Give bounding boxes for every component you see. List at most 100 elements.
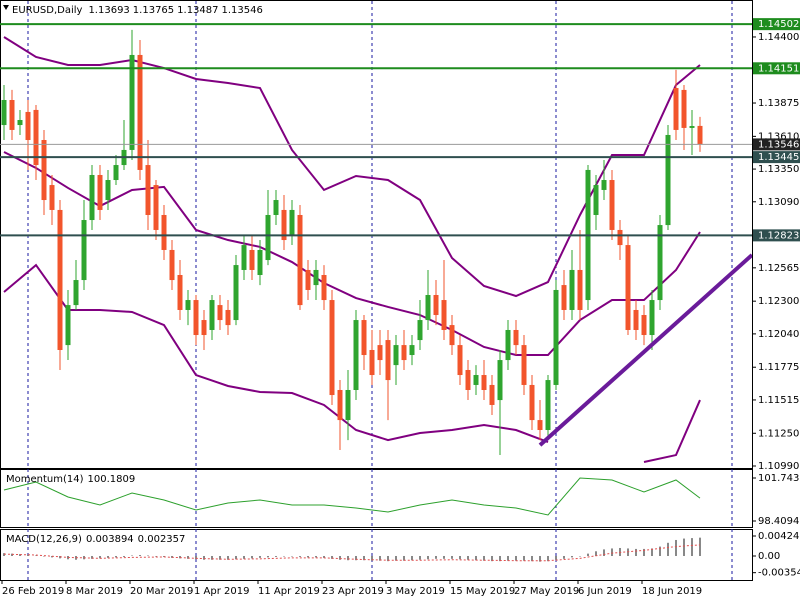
candle-body bbox=[281, 209, 287, 241]
y-tick-label: 1.12565 bbox=[758, 263, 799, 274]
axes: 1.14400 1.13875 1.13610 1.13350 1.13090 1.125… bbox=[1, 18, 800, 597]
candle-body bbox=[313, 269, 319, 286]
macd-bar bbox=[611, 548, 613, 556]
macd-bar bbox=[139, 555, 141, 556]
macd-bar bbox=[603, 549, 605, 556]
macd-bar bbox=[283, 555, 285, 557]
macd-bar bbox=[555, 555, 557, 560]
low-value: 1.13487 bbox=[177, 5, 218, 16]
candle-body bbox=[561, 285, 567, 310]
macd-bar bbox=[147, 555, 149, 557]
x-tick-label: 23 Apr 2019 bbox=[322, 586, 384, 597]
macd-bar bbox=[403, 555, 405, 561]
y-tick-label: 1.13610 bbox=[758, 131, 799, 142]
candle-body bbox=[129, 54, 135, 150]
candle-body bbox=[241, 245, 247, 270]
candle-body bbox=[17, 120, 23, 126]
macd-bar bbox=[507, 555, 509, 561]
candle-body bbox=[185, 300, 191, 310]
macd-bar bbox=[291, 555, 293, 557]
momentum-tick-label: 98.4094 bbox=[758, 516, 799, 527]
momentum-title: Momentum(14) bbox=[6, 474, 84, 485]
current-price-box bbox=[753, 138, 800, 151]
candle-body bbox=[25, 111, 31, 141]
candle-body bbox=[9, 100, 15, 130]
level-label: 1.14502 bbox=[758, 19, 799, 30]
candle-body bbox=[417, 320, 423, 341]
macd-bar bbox=[579, 555, 581, 557]
x-tick-label: 15 May 2019 bbox=[450, 586, 515, 597]
period-separators bbox=[27, 1, 733, 580]
momentum-line bbox=[3, 477, 701, 516]
macd-bar bbox=[243, 555, 245, 559]
bollinger-lower bbox=[3, 263, 701, 463]
candle-body bbox=[177, 275, 183, 310]
macd-title: MACD(12,26,9) bbox=[6, 534, 82, 545]
candle-body bbox=[649, 300, 655, 336]
candle-body bbox=[257, 249, 263, 276]
candle-body bbox=[233, 265, 239, 321]
macd-bar bbox=[195, 555, 197, 560]
bollinger-middle bbox=[3, 151, 701, 357]
candle-body bbox=[305, 269, 311, 290]
current-price-label: 1.13546 bbox=[758, 139, 799, 150]
macd-tick-label: 0.00 bbox=[758, 551, 780, 562]
candle-body bbox=[393, 345, 399, 366]
macd-bar bbox=[595, 551, 597, 556]
y-tick-label: 1.13090 bbox=[758, 197, 799, 208]
candle-body bbox=[689, 126, 695, 128]
macd-bar bbox=[635, 548, 637, 556]
y-tick-label: 1.10990 bbox=[758, 461, 799, 472]
macd-bar bbox=[347, 555, 349, 561]
macd-bar bbox=[699, 537, 701, 556]
candle-body bbox=[433, 295, 439, 316]
macd-bar bbox=[491, 555, 493, 562]
macd-bar bbox=[483, 555, 485, 561]
candle-body bbox=[385, 340, 391, 381]
macd-bar bbox=[267, 555, 269, 558]
candle-body bbox=[473, 375, 479, 385]
candle-body bbox=[529, 384, 535, 421]
macd-bar bbox=[451, 555, 453, 559]
momentum-panel bbox=[3, 477, 701, 516]
macd-bar bbox=[675, 539, 677, 556]
macd-bar bbox=[411, 555, 413, 561]
macd-bar bbox=[91, 555, 93, 559]
macd-bar bbox=[379, 555, 381, 561]
candle-body bbox=[569, 269, 575, 310]
candle-body bbox=[193, 300, 199, 336]
macd-bar bbox=[235, 555, 237, 560]
level-label-box bbox=[753, 229, 800, 242]
macd-value: 0.003894 bbox=[86, 534, 134, 545]
macd-tick-label: 0.004248 bbox=[758, 531, 800, 542]
candle-body bbox=[537, 420, 543, 431]
candle-body bbox=[153, 185, 159, 230]
macd-bar bbox=[315, 555, 317, 558]
candle-body bbox=[481, 375, 487, 390]
macd-bar bbox=[651, 548, 653, 556]
candle-body bbox=[265, 214, 271, 261]
macd-bar bbox=[299, 555, 301, 557]
y-tick-label: 1.14400 bbox=[758, 32, 799, 43]
candle-body bbox=[105, 180, 111, 201]
candle-body bbox=[201, 320, 207, 336]
macd-bar bbox=[467, 555, 469, 560]
candle-body bbox=[65, 305, 71, 346]
candle-body bbox=[409, 345, 415, 356]
x-tick-label: 27 May 2019 bbox=[514, 586, 579, 597]
macd-bar bbox=[355, 555, 357, 561]
macd-bar bbox=[643, 548, 645, 556]
candle-body bbox=[697, 125, 703, 145]
y-tick-label: 1.12040 bbox=[758, 329, 799, 340]
macd-bar bbox=[587, 553, 589, 556]
candle-body bbox=[449, 325, 455, 346]
symbol-icon bbox=[3, 5, 9, 10]
x-tick-label: 26 Feb 2019 bbox=[2, 586, 64, 597]
candle-body bbox=[369, 349, 375, 376]
x-tick-label: 11 Apr 2019 bbox=[258, 586, 320, 597]
macd-bar bbox=[459, 555, 461, 560]
candle-body bbox=[225, 309, 231, 326]
macd-bar bbox=[275, 555, 277, 557]
